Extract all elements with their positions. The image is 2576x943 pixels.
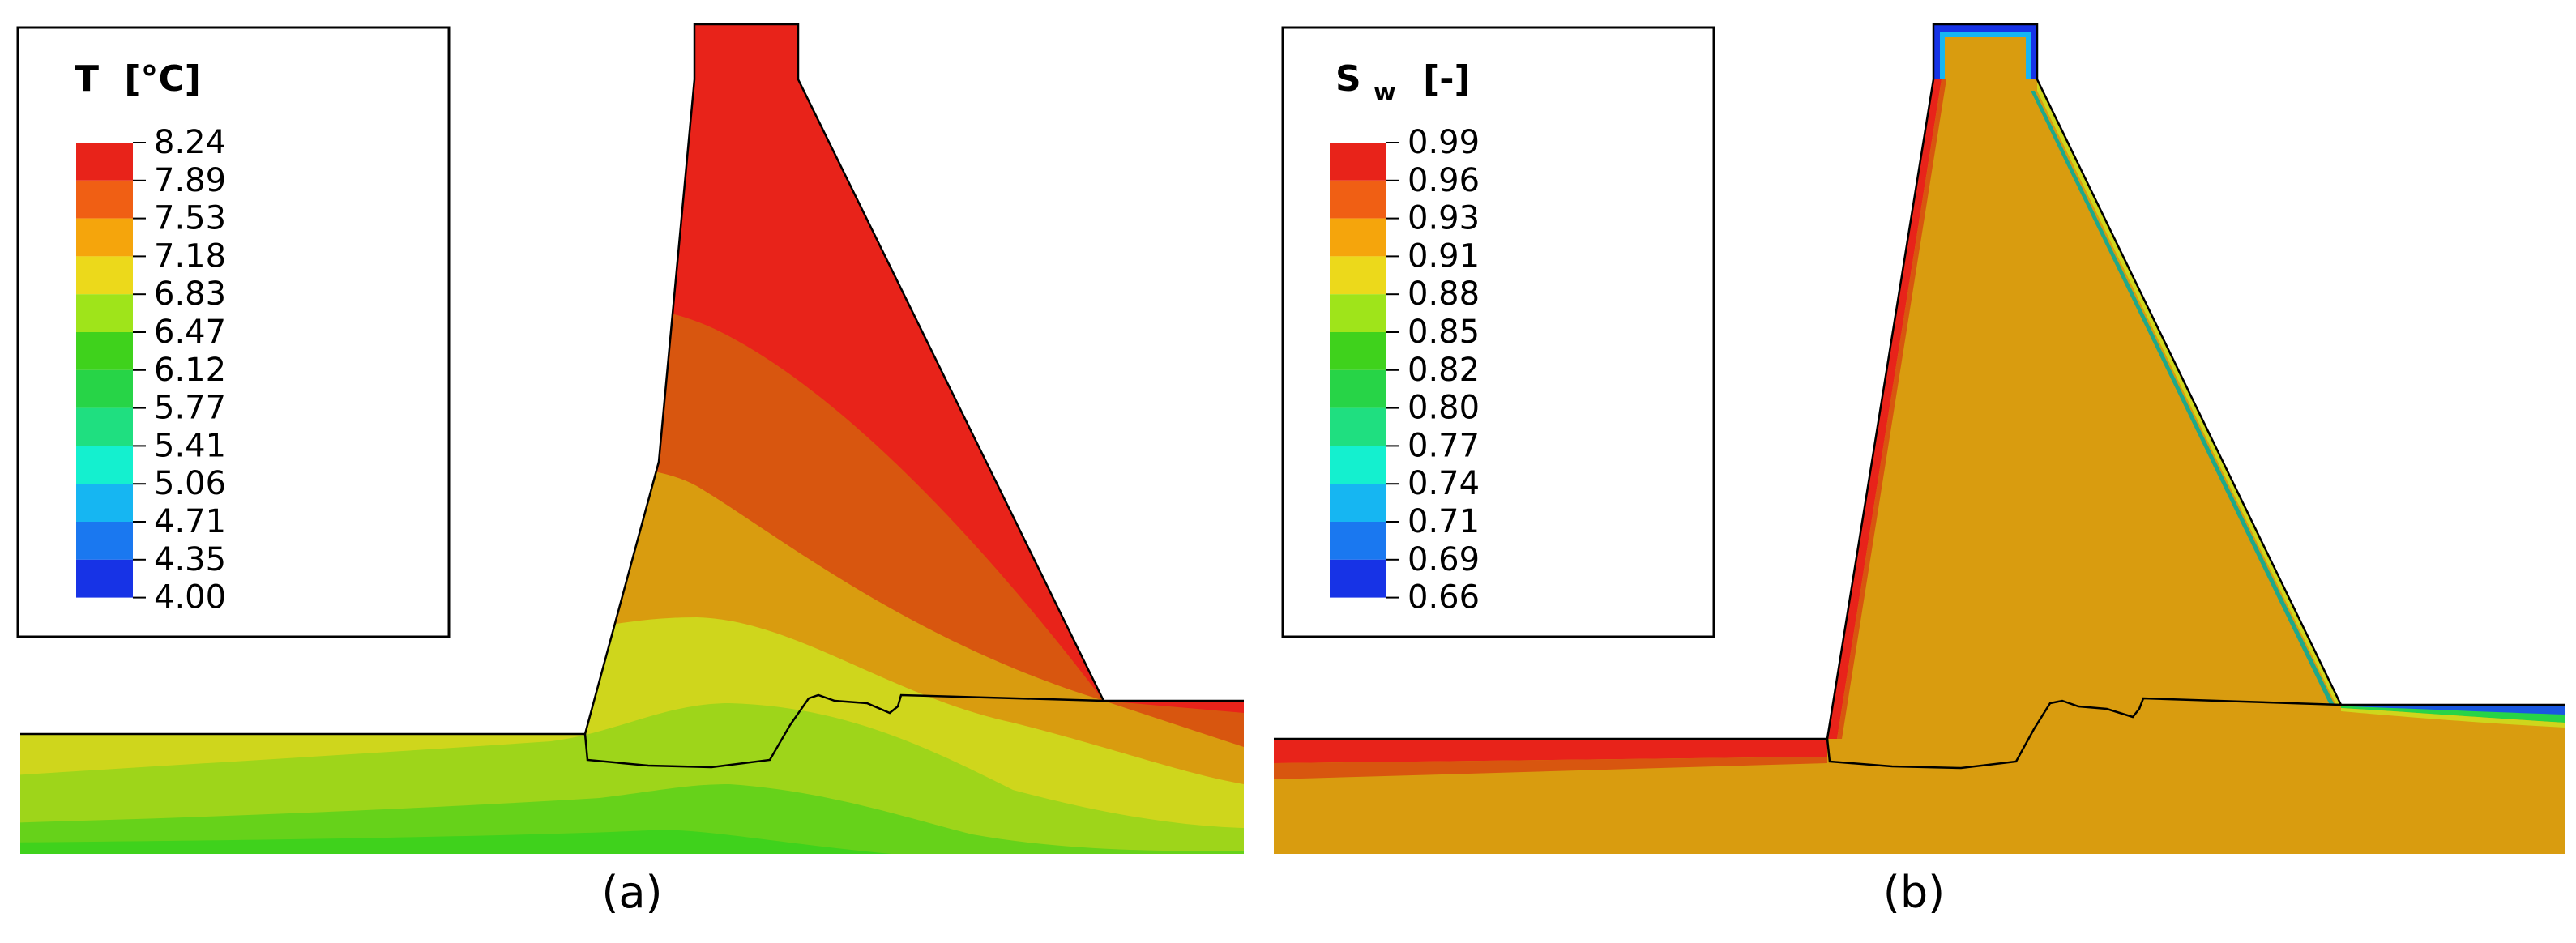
panel-b-foundation-boundary	[1826, 697, 2342, 770]
legend-swatch	[76, 218, 133, 257]
legend-b-title-symbol: S	[1335, 58, 1361, 100]
band-b-0-99-upstream-face	[1827, 79, 1942, 739]
panel-a-foundation-boundary	[583, 693, 1104, 769]
legend-level-label: 0.91	[1408, 237, 1480, 275]
legend-level-label: 6.12	[154, 352, 226, 389]
legend-level-label: 0.77	[1408, 427, 1480, 464]
legend-level-label: 7.89	[154, 162, 226, 199]
band-b-0-80-downstream-face	[2031, 91, 2335, 705]
legend-swatch	[1330, 256, 1386, 295]
legend-level-label: 6.83	[154, 275, 226, 313]
band-b-0-71-downstream-surface	[2350, 705, 2565, 715]
legend-level-label: 4.35	[154, 541, 226, 578]
band-b-0-93-upstream-face	[1837, 79, 1946, 739]
legend-b: S w [-] 0.990.960.930.910.880.850.820.80…	[1281, 26, 1715, 638]
legend-a-title: T [°C]	[75, 58, 201, 100]
legend-level-label: 0.99	[1408, 124, 1480, 161]
legend-swatch	[76, 522, 133, 560]
legend-level-label: 0.96	[1408, 162, 1480, 199]
legend-b-title: S w [-]	[1335, 58, 1471, 109]
legend-level-label: 8.24	[154, 124, 226, 161]
legend-swatch	[76, 180, 133, 219]
legend-level-label: 0.88	[1408, 275, 1480, 313]
legend-swatch	[76, 256, 133, 295]
band-b-0-74-crest	[1940, 32, 2031, 79]
legend-a-swatches	[76, 143, 133, 598]
legend-level-label: 4.00	[154, 579, 226, 617]
legend-swatch	[76, 559, 133, 598]
legend-level-label: 7.53	[154, 200, 226, 237]
legend-level-label: 0.74	[1408, 465, 1480, 502]
legend-a-title-unit: [°C]	[124, 58, 201, 100]
legend-level-label: 5.06	[154, 465, 226, 502]
legend-level-label: 0.69	[1408, 541, 1480, 578]
band-b-0-66-crest	[1933, 24, 2037, 79]
legend-swatch	[1330, 332, 1386, 370]
legend-b-title-unit: [-]	[1423, 58, 1470, 100]
legend-level-label: 0.71	[1408, 503, 1480, 540]
legend-level-label: 0.93	[1408, 200, 1480, 237]
legend-swatch	[76, 446, 133, 484]
legend-swatch	[1330, 559, 1386, 598]
legend-level-label: 0.82	[1408, 352, 1480, 389]
legend-swatch	[1330, 446, 1386, 484]
legend-b-swatches	[1330, 143, 1386, 598]
legend-swatch	[76, 332, 133, 370]
legend-a-ticks: 8.247.897.537.186.836.476.125.775.415.06…	[133, 124, 226, 617]
legend-b-title-subscript: w	[1373, 79, 1396, 107]
caption-a: (a)	[601, 867, 662, 918]
band-b-0-88-downstream-surface	[2341, 708, 2565, 728]
legend-swatch	[1330, 218, 1386, 257]
legend-level-label: 0.85	[1408, 314, 1480, 351]
legend-swatch	[76, 407, 133, 446]
band-b-0-93-surface-strip	[1274, 757, 1827, 779]
legend-level-label: 5.41	[154, 427, 226, 464]
legend-level-label: 4.71	[154, 503, 226, 540]
panel-a-dam-outline	[20, 23, 1244, 736]
legend-level-label: 5.77	[154, 390, 226, 427]
legend-b-ticks: 0.990.960.930.910.880.850.820.800.770.74…	[1386, 124, 1480, 617]
band-a-6-47	[20, 784, 1244, 854]
legend-level-label: 7.18	[154, 237, 226, 275]
legend-a-title-symbol: T	[75, 58, 99, 100]
legend-level-label: 0.66	[1408, 579, 1480, 617]
legend-swatch	[1330, 180, 1386, 219]
legend-swatch	[1330, 484, 1386, 522]
legend-swatch	[1330, 294, 1386, 332]
caption-b: (b)	[1883, 867, 1945, 918]
legend-a: T [°C] 8.247.897.537.186.836.476.125.775…	[16, 26, 451, 638]
panel-b-dam-outline	[1274, 23, 2565, 740]
legend-swatch	[1330, 143, 1386, 181]
legend-swatch	[76, 484, 133, 522]
band-a-6-12	[20, 830, 891, 854]
legend-swatch	[1330, 369, 1386, 408]
legend-level-label: 0.80	[1408, 390, 1480, 427]
legend-level-label: 6.47	[154, 314, 226, 351]
legend-swatch	[76, 294, 133, 332]
legend-swatch	[1330, 407, 1386, 446]
legend-swatch	[1330, 522, 1386, 560]
legend-swatch	[76, 369, 133, 408]
band-b-0-99-surface-strip	[1274, 739, 1827, 763]
legend-swatch	[76, 143, 133, 181]
